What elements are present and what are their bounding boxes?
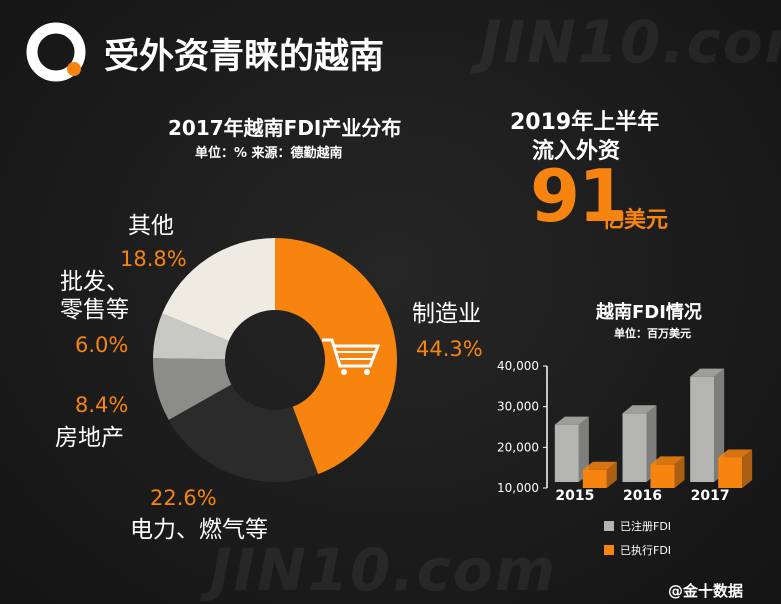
bar — [690, 376, 715, 482]
page-title: 受外资青睐的越南 — [104, 37, 385, 77]
x-tick-label: 2016 — [623, 488, 662, 504]
cart-icon — [322, 338, 381, 368]
donut-segment — [162, 238, 275, 341]
highlight-unit: 亿美元 — [602, 208, 669, 233]
highlight-number: 91 — [530, 154, 628, 238]
cart-wheel — [341, 369, 347, 375]
highlight-line2: 流入外资 — [532, 139, 621, 164]
bar — [582, 469, 607, 488]
bar — [718, 457, 743, 488]
bar-side — [742, 449, 753, 488]
bar-side — [674, 456, 685, 488]
legend-swatch — [604, 545, 614, 555]
x-tick-label: 2015 — [555, 488, 594, 504]
value-label: 6.0% — [75, 333, 129, 357]
watermark: JIN10.com — [210, 536, 558, 604]
bar-top — [690, 368, 725, 377]
donut-subtitle: 单位：% 来源：德勤越南 — [195, 146, 343, 161]
category-label: 批发、零售等 — [60, 269, 129, 323]
bar-side — [606, 461, 617, 488]
donut-segment — [152, 358, 232, 420]
bar-top — [582, 461, 617, 470]
cart-wheel — [364, 369, 370, 375]
cart-icon-lines — [337, 351, 377, 360]
value-label: 44.3% — [416, 337, 483, 361]
logo-dot — [67, 62, 81, 76]
bar — [650, 464, 675, 488]
bar — [554, 424, 579, 482]
bar-top — [650, 456, 685, 465]
y-tick-label: 40,000 — [497, 359, 539, 373]
bar-top — [554, 416, 589, 425]
bar-side — [714, 368, 725, 482]
legend-label: 已执行FDI — [620, 543, 671, 557]
value-label: 18.8% — [120, 247, 187, 271]
bar-side — [578, 416, 589, 482]
donut-segment — [168, 384, 319, 483]
bar-subtitle: 单位：百万美元 — [614, 327, 691, 340]
bar-top — [718, 449, 753, 458]
source-credit: @金十数据 — [668, 582, 744, 600]
category-label: 房地产 — [55, 425, 124, 451]
bar-top — [622, 405, 657, 414]
donut-segment — [153, 313, 229, 360]
category-label: 电力、燃气等 — [130, 517, 268, 543]
y-tick-label: 10,000 — [497, 481, 539, 495]
donut-title: 2017年越南FDI产业分布 — [168, 116, 402, 140]
highlight-line1: 2019年上半年 — [510, 110, 660, 135]
value-label: 22.6% — [150, 486, 217, 510]
bar-title: 越南FDI情况 — [596, 302, 702, 323]
legend-label: 已注册FDI — [620, 519, 671, 533]
category-label: 制造业 — [412, 301, 481, 327]
bar — [622, 413, 647, 482]
logo-ring — [26, 22, 86, 82]
y-tick-label: 20,000 — [497, 440, 539, 454]
legend-swatch — [604, 521, 614, 531]
value-label: 8.4% — [75, 393, 129, 417]
x-tick-label: 2017 — [691, 488, 730, 504]
watermark: JIN10.com — [480, 8, 781, 76]
category-label: 其他 — [128, 213, 174, 239]
y-tick-label: 30,000 — [497, 400, 539, 414]
